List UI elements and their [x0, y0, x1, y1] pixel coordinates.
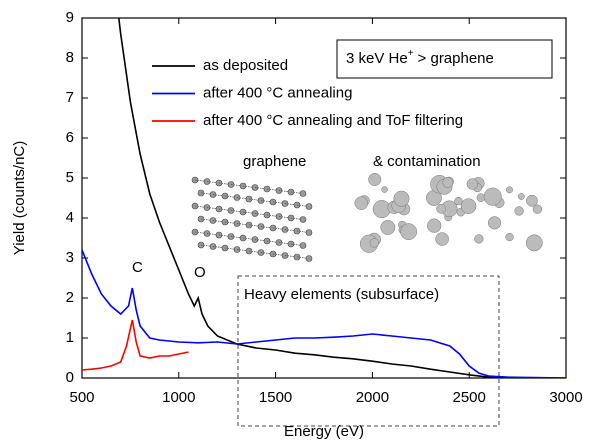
title-sup: + [408, 48, 414, 59]
annotation: graphene [243, 153, 306, 170]
annotation: C [132, 259, 143, 276]
contaminant [526, 194, 538, 207]
region-box [237, 275, 500, 427]
y-tick-label: 3 [66, 249, 74, 266]
series-line [82, 249, 566, 378]
annotation: & contamination [373, 153, 481, 170]
title-part: > graphene [418, 50, 494, 67]
contaminant [454, 196, 463, 206]
y-tick-label: 9 [66, 9, 74, 26]
atom [299, 190, 307, 197]
contaminant [381, 186, 388, 193]
y-tick-label: 2 [66, 289, 74, 306]
contaminant [532, 204, 543, 214]
contaminant [506, 186, 513, 194]
contaminant [380, 220, 396, 235]
x-tick-label: 1000 [162, 389, 195, 406]
title-box-text: 3 keV He+ > graphene [346, 48, 494, 67]
contaminant [466, 178, 478, 190]
contaminant [514, 206, 524, 216]
contaminant [427, 218, 442, 233]
legend-label: as deposited [203, 57, 288, 74]
atom [305, 229, 313, 236]
contaminant [517, 193, 525, 200]
contaminant [505, 232, 514, 242]
x-axis-label: Energy (eV) [284, 423, 364, 440]
contaminant [442, 177, 454, 188]
atom [305, 255, 313, 262]
y-tick-label: 7 [66, 89, 74, 106]
annotation: Heavy elements (subsurface) [244, 286, 439, 303]
x-tick-label: 500 [69, 389, 94, 406]
series-line [118, 18, 566, 378]
y-tick-label: 1 [66, 329, 74, 346]
contaminant [369, 238, 380, 248]
y-tick-label: 0 [66, 369, 74, 386]
title-part: 3 keV He [346, 50, 408, 67]
y-tick-label: 5 [66, 169, 74, 186]
contaminant [354, 196, 369, 210]
series-line [82, 319, 189, 371]
x-tick-label: 2000 [356, 389, 389, 406]
contaminant [436, 203, 446, 214]
contaminant [460, 198, 477, 214]
contaminant [487, 216, 502, 230]
x-tick-label: 1500 [259, 389, 292, 406]
contaminant [368, 172, 382, 186]
annotation: O [194, 264, 206, 281]
y-axis-label: Yield (counts/nC) [11, 141, 28, 256]
contaminant [435, 232, 449, 246]
contaminant [483, 187, 502, 206]
legend-label: after 400 °C annealing [203, 84, 352, 101]
x-tick-label: 3000 [549, 389, 582, 406]
x-tick-label: 2500 [453, 389, 486, 406]
y-tick-label: 8 [66, 49, 74, 66]
contaminant [400, 223, 418, 241]
atom [299, 242, 307, 249]
title-box [336, 39, 553, 79]
contaminant [525, 234, 543, 252]
y-tick-label: 6 [66, 129, 74, 146]
contaminant [476, 193, 486, 202]
contaminant [393, 190, 410, 207]
plot-frame [81, 17, 567, 379]
atom [299, 216, 307, 223]
y-tick-label: 4 [66, 209, 74, 226]
contaminant [474, 234, 484, 244]
molecule-images [191, 172, 543, 262]
legend-label: after 400 °C annealing and ToF filtering [203, 112, 463, 129]
atom [305, 203, 313, 210]
